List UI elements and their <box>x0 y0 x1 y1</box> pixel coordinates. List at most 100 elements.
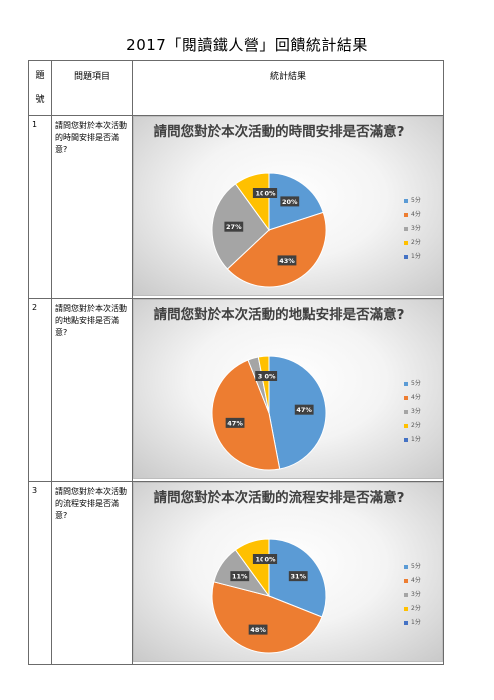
row-number: 2 <box>28 298 52 482</box>
legend-item: 3分 <box>404 589 421 598</box>
legend-swatch <box>404 254 408 259</box>
data-label: 47% <box>225 417 245 428</box>
legend-swatch <box>404 395 408 400</box>
legend-swatch <box>404 381 408 386</box>
data-label-text: 0% <box>264 190 276 198</box>
legend-swatch <box>404 578 408 583</box>
header-number-line1: 題 <box>35 71 45 81</box>
data-label: 48% <box>248 624 268 635</box>
data-label-box <box>280 196 300 207</box>
data-label: 20% <box>280 196 300 207</box>
legend-swatch <box>404 198 408 203</box>
data-label-box <box>255 371 265 381</box>
legend-item: 1分 <box>404 434 421 443</box>
pie-slice-4分 <box>211 581 323 654</box>
data-label: 27% <box>224 221 244 232</box>
data-label-box <box>224 221 244 232</box>
row-number: 3 <box>28 481 52 665</box>
legend-item: 1分 <box>404 251 421 260</box>
data-label-box <box>262 371 278 381</box>
pie-slice-2分 <box>234 172 270 232</box>
pie-svg: 31% 48% 11% 10 0% <box>211 538 327 654</box>
legend-label: 3分 <box>411 591 421 598</box>
data-label: 0% <box>262 371 278 381</box>
data-label: 11% <box>230 571 250 582</box>
data-label-text: 48% <box>250 626 266 634</box>
chart-title: 請問您對於本次活動的地點安排是否滿意? <box>153 307 405 323</box>
data-label-text: 47% <box>296 406 312 414</box>
row-question: 請問您對於本次活動的時間安排是否滿意? <box>51 115 133 299</box>
legend-label: 4分 <box>411 577 421 584</box>
header-result: 統計結果 <box>132 60 444 116</box>
legend-swatch <box>404 409 408 414</box>
legend-swatch <box>404 606 408 611</box>
data-label-text: 0% <box>264 373 276 381</box>
legend-item: 2分 <box>404 420 421 429</box>
table-row: 2 請問您對於本次活動的地點安排是否滿意? 請問您對於本次活動的地點安排是否滿意… <box>28 298 444 482</box>
data-label-text: 3 <box>258 373 263 381</box>
pie-slice-2分 <box>234 538 270 598</box>
data-label-box <box>252 554 268 564</box>
data-label: 10 <box>252 188 268 198</box>
data-label-text: 27% <box>226 223 242 231</box>
legend-item: 4分 <box>404 392 421 401</box>
header-question: 問題項目 <box>51 60 133 116</box>
pie-chart-time: 請問您對於本次活動的時間安排是否滿意? 20% 43% 27% 10 0% 5分 4分 3分 2分… <box>133 116 443 296</box>
legend-swatch <box>404 437 408 442</box>
legend-swatch <box>404 240 408 245</box>
data-label-text: 10 <box>255 556 265 564</box>
legend-swatch <box>404 212 408 217</box>
row-number: 1 <box>28 115 52 299</box>
data-label-box <box>262 188 278 198</box>
legend-item: 2分 <box>404 603 421 612</box>
legend-label: 5分 <box>411 563 421 570</box>
legend-label: 2分 <box>411 239 421 246</box>
pie-chart-location: 請問您對於本次活動的地點安排是否滿意? 47% 47% 3 0% 5分 4分 3分 2分 1分 <box>133 299 443 479</box>
pie-chart-process: 請問您對於本次活動的流程安排是否滿意? 31% 48% 11% 10 0% 5分 4分 3分 2分… <box>133 482 443 662</box>
chart-cell: 請問您對於本次活動的地點安排是否滿意? 47% 47% 3 0% 5分 4分 3分 2分 1分 <box>132 298 444 482</box>
data-label: 43% <box>277 255 297 266</box>
legend-item: 5分 <box>404 195 421 204</box>
data-label-text: 11% <box>232 573 248 581</box>
legend-item: 5分 <box>404 378 421 387</box>
data-label: 10 <box>252 554 268 564</box>
data-label-box <box>262 554 278 564</box>
table-header-row: 題 號 問題項目 統計結果 <box>28 60 444 116</box>
data-label-box <box>294 404 314 415</box>
document-title: 2017「閱讀鐵人營」回饋統計結果 <box>126 36 368 54</box>
legend-label: 4分 <box>411 394 421 401</box>
legend-label: 1分 <box>411 436 421 443</box>
data-label-text: 47% <box>227 419 243 427</box>
legend-item: 5分 <box>404 561 421 570</box>
legend-item: 4分 <box>404 575 421 584</box>
legend-swatch <box>404 592 408 597</box>
data-label: 3 <box>255 371 265 381</box>
data-label-text: 10 <box>255 190 265 198</box>
table-row: 3 請問您對於本次活動的流程安排是否滿意? 請問您對於本次活動的流程安排是否滿意… <box>28 481 444 665</box>
pie-slice-4分 <box>226 211 327 288</box>
legend-label: 3分 <box>411 225 421 232</box>
pie-svg: 20% 43% 27% 10 0% <box>211 172 327 288</box>
data-label-text: 20% <box>282 198 298 206</box>
chart-cell: 請問您對於本次活動的流程安排是否滿意? 31% 48% 11% 10 0% 5分 4分 3分 2分… <box>132 481 444 665</box>
legend-item: 3分 <box>404 406 421 415</box>
pie-svg: 47% 47% 3 0% <box>211 355 327 471</box>
legend-item: 1分 <box>404 617 421 626</box>
data-label: 0% <box>262 554 278 564</box>
pie-slice-2分 <box>257 355 270 414</box>
legend-label: 2分 <box>411 605 421 612</box>
data-label-box <box>288 571 308 582</box>
chart-title: 請問您對於本次活動的時間安排是否滿意? <box>153 124 405 140</box>
legend-swatch <box>404 423 408 428</box>
legend-swatch <box>404 226 408 231</box>
legend-item: 4分 <box>404 209 421 218</box>
legend-label: 5分 <box>411 380 421 387</box>
legend-swatch <box>404 620 408 625</box>
legend-label: 1分 <box>411 619 421 626</box>
pie-slice-4分 <box>211 359 281 471</box>
row-question: 請問您對於本次活動的流程安排是否滿意? <box>51 481 133 665</box>
legend-label: 4分 <box>411 211 421 218</box>
legend-label: 3分 <box>411 408 421 415</box>
legend-label: 2分 <box>411 422 421 429</box>
legend-item: 3分 <box>404 223 421 232</box>
